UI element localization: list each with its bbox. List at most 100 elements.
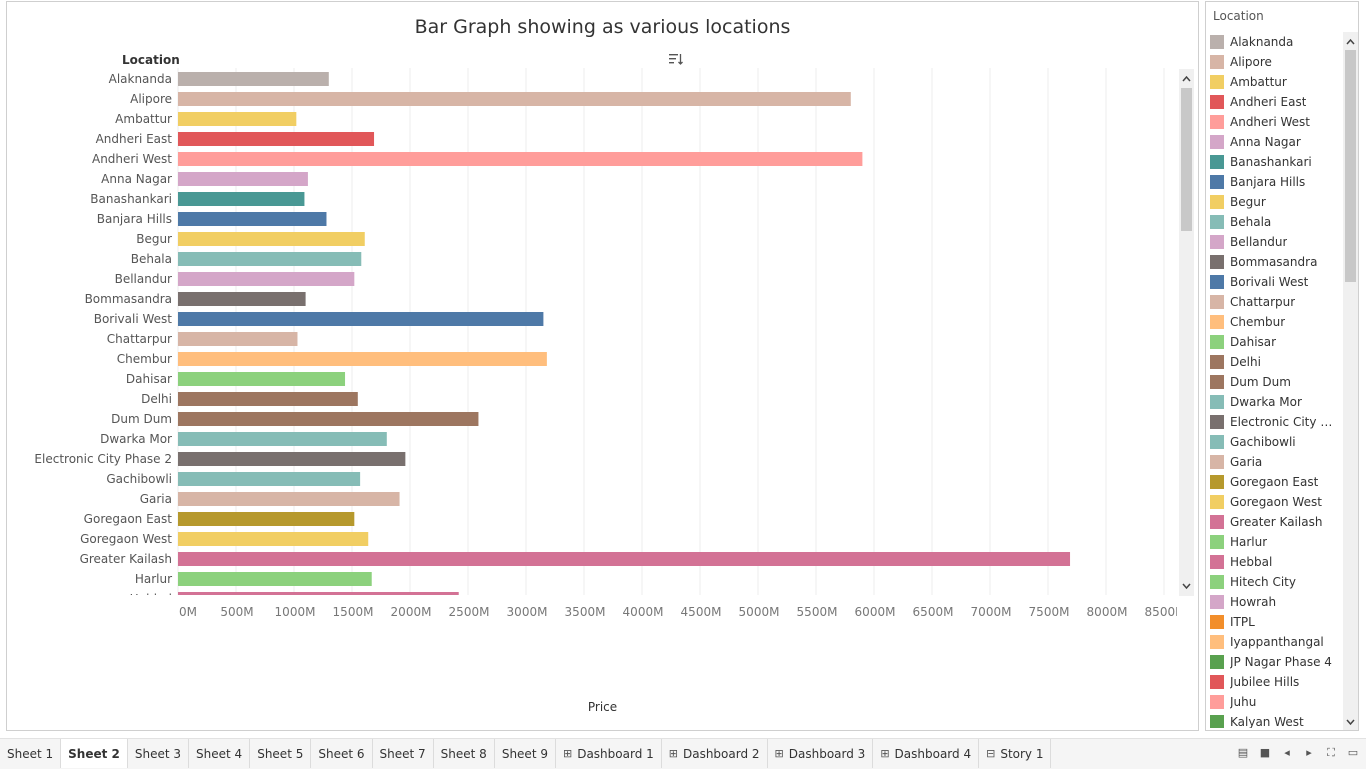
legend-item[interactable]: Jubilee Hills: [1210, 672, 1342, 692]
tab-dashboard-4[interactable]: ⊞ Dashboard 4: [873, 739, 980, 768]
bar-begur[interactable]: [178, 232, 365, 246]
legend-label: Dum Dum: [1230, 375, 1291, 389]
bar-dum-dum[interactable]: [178, 412, 479, 426]
tab-story-1[interactable]: ⊟ Story 1: [979, 739, 1052, 768]
legend-swatch: [1210, 155, 1224, 169]
legend-item[interactable]: Delhi: [1210, 352, 1342, 372]
legend-item[interactable]: Andheri East: [1210, 92, 1342, 112]
legend-item[interactable]: Dum Dum: [1210, 372, 1342, 392]
present-icon[interactable]: ▭: [1347, 746, 1359, 759]
legend-item[interactable]: Anna Nagar: [1210, 132, 1342, 152]
bar-greater-kailash[interactable]: [178, 552, 1071, 566]
legend-item[interactable]: Harlur: [1210, 532, 1342, 552]
legend-item[interactable]: ITPL: [1210, 612, 1342, 632]
legend-item[interactable]: Bommasandra: [1210, 252, 1342, 272]
legend-item[interactable]: Alaknanda: [1210, 32, 1342, 52]
bar-behala[interactable]: [178, 252, 362, 266]
legend-item[interactable]: Greater Kailash: [1210, 512, 1342, 532]
legend-item[interactable]: Behala: [1210, 212, 1342, 232]
tab-sheet-1[interactable]: Sheet 1: [0, 739, 62, 768]
legend-item[interactable]: Iyappanthangal: [1210, 632, 1342, 652]
bar-anna-nagar[interactable]: [178, 172, 308, 186]
bar-banashankari[interactable]: [178, 192, 305, 206]
legend-item[interactable]: Hitech City: [1210, 572, 1342, 592]
filmstrip-icon[interactable]: ▤: [1237, 746, 1249, 759]
bar-gachibowli[interactable]: [178, 472, 361, 486]
tab-label: Sheet 1: [7, 746, 54, 761]
legend-label: Bommasandra: [1230, 255, 1318, 269]
sort-icon[interactable]: [668, 52, 684, 66]
bar-goregaon-east[interactable]: [178, 512, 355, 526]
tab-sheet-3[interactable]: Sheet 3: [128, 739, 190, 768]
chart-scrollbar[interactable]: [1179, 69, 1194, 596]
tab-sheet-6[interactable]: Sheet 6: [311, 739, 373, 768]
tab-sheet-5[interactable]: Sheet 5: [250, 739, 312, 768]
legend-item[interactable]: Hebbal: [1210, 552, 1342, 572]
tab-sheet-8[interactable]: Sheet 8: [434, 739, 495, 768]
x-tick-label: 4500M: [681, 605, 722, 619]
bar-ambattur[interactable]: [178, 112, 297, 126]
legend-item[interactable]: JP Nagar Phase 4: [1210, 652, 1342, 672]
tab-dashboard-3[interactable]: ⊞ Dashboard 3: [768, 739, 874, 768]
legend-item[interactable]: Dwarka Mor: [1210, 392, 1342, 412]
tab-sheet-9[interactable]: Sheet 9: [495, 739, 556, 768]
chart-title: Bar Graph showing as various locations: [414, 16, 791, 38]
tab-sheet-4[interactable]: Sheet 4: [189, 739, 251, 768]
bar-electronic-city-phase-2[interactable]: [178, 452, 406, 466]
bar-goregaon-west[interactable]: [178, 532, 369, 546]
legend-label: Banjara Hills: [1230, 175, 1306, 189]
bar-bellandur[interactable]: [178, 272, 355, 286]
tab-sheet-2[interactable]: Sheet 2: [61, 739, 128, 768]
category-label: Greater Kailash: [80, 552, 172, 566]
legend-item[interactable]: Borivali West: [1210, 272, 1342, 292]
legend-item[interactable]: Garia: [1210, 452, 1342, 472]
legend-item[interactable]: Begur: [1210, 192, 1342, 212]
legend-item[interactable]: Gachibowli: [1210, 432, 1342, 452]
legend-item[interactable]: Electronic City Ph..: [1210, 412, 1342, 432]
legend-item[interactable]: Kalyan West: [1210, 712, 1342, 728]
legend-item[interactable]: Dahisar: [1210, 332, 1342, 352]
legend-item[interactable]: Andheri West: [1210, 112, 1342, 132]
bar-chembur[interactable]: [178, 352, 547, 366]
x-tick-label: 5000M: [739, 605, 780, 619]
bar-alipore[interactable]: [178, 92, 851, 106]
legend-item[interactable]: Bellandur: [1210, 232, 1342, 252]
legend-swatch: [1210, 135, 1224, 149]
tab-dashboard-1[interactable]: ⊞ Dashboard 1: [556, 739, 662, 768]
next-icon[interactable]: ▸: [1306, 746, 1312, 759]
legend-item[interactable]: Banjara Hills: [1210, 172, 1342, 192]
bar-banjara-hills[interactable]: [178, 212, 327, 226]
category-label: Behala: [131, 252, 172, 266]
tab-sheet-7[interactable]: Sheet 7: [373, 739, 434, 768]
legend-item[interactable]: Banashankari: [1210, 152, 1342, 172]
bar-andheri-west[interactable]: [178, 152, 863, 166]
worksheet-view: Bar Graph showing as various locations L…: [6, 1, 1199, 731]
bar-dwarka-mor[interactable]: [178, 432, 387, 446]
tab-label: Sheet 7: [379, 746, 426, 761]
tab-dashboard-2[interactable]: ⊞ Dashboard 2: [662, 739, 768, 768]
bar-hebbal[interactable]: [178, 592, 459, 606]
legend-item[interactable]: Chembur: [1210, 312, 1342, 332]
legend-scrollbar[interactable]: [1343, 32, 1358, 730]
grid-view-icon[interactable]: ■: [1259, 746, 1271, 759]
bar-bommasandra[interactable]: [178, 292, 306, 306]
legend-item[interactable]: Goregaon West: [1210, 492, 1342, 512]
legend-item[interactable]: Chattarpur: [1210, 292, 1342, 312]
legend-item[interactable]: Goregaon East: [1210, 472, 1342, 492]
prev-icon[interactable]: ◂: [1284, 746, 1290, 759]
legend-item[interactable]: Howrah: [1210, 592, 1342, 612]
bar-delhi[interactable]: [178, 392, 358, 406]
fullscreen-icon[interactable]: ⛶: [1327, 746, 1335, 759]
bar-andheri-east[interactable]: [178, 132, 375, 146]
legend-item[interactable]: Juhu: [1210, 692, 1342, 712]
bar-borivali-west[interactable]: [178, 312, 544, 326]
legend-swatch: [1210, 435, 1224, 449]
bar-dahisar[interactable]: [178, 372, 346, 386]
legend-label: Andheri West: [1230, 115, 1311, 129]
bar-harlur[interactable]: [178, 572, 372, 586]
legend-item[interactable]: Alipore: [1210, 52, 1342, 72]
bar-chattarpur[interactable]: [178, 332, 298, 346]
bar-alaknanda[interactable]: [178, 72, 329, 86]
legend-item[interactable]: Ambattur: [1210, 72, 1342, 92]
bar-garia[interactable]: [178, 492, 400, 506]
